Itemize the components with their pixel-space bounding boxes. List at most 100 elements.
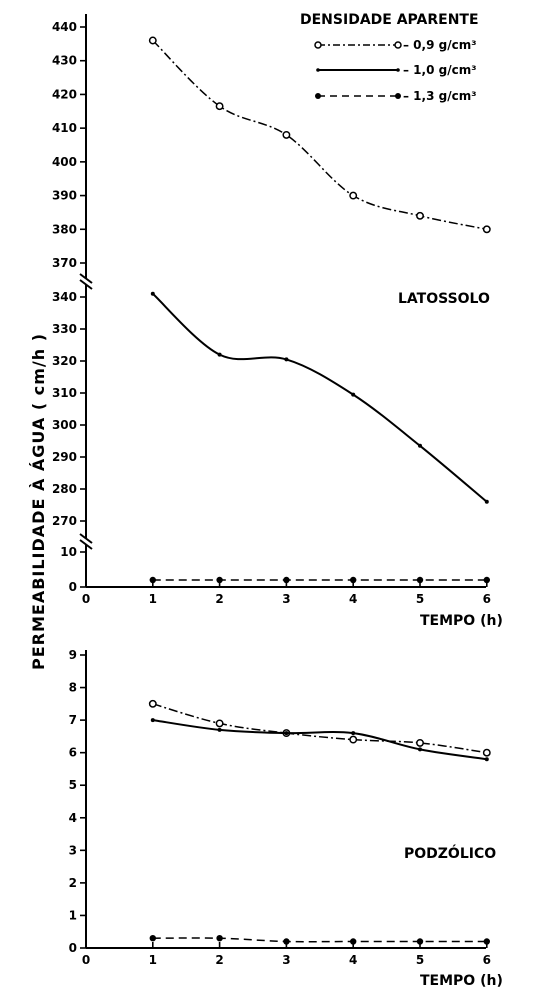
top-point-s0-3 <box>349 191 358 200</box>
top-point-s1-1 <box>217 352 222 357</box>
legend-marker-0-9-end <box>394 41 402 49</box>
y-tick-bottom-4: 4 <box>69 811 77 825</box>
bottom-point-s0-0 <box>148 699 157 708</box>
x-axis-label-top: TEMPO (h) <box>420 613 503 629</box>
top-point-s2-2 <box>283 576 290 584</box>
bottom-point-s0-5 <box>482 748 491 757</box>
y-tick-top-430: 430 <box>52 54 77 68</box>
x-tick-bottom-0: 0 <box>82 953 90 967</box>
legend-title: DENSIDADE APARENTE <box>300 12 479 28</box>
bottom-series-line-0 <box>152 703 487 754</box>
bottom-point-s2-2 <box>283 938 290 945</box>
y-tick-bottom-3: 3 <box>69 843 77 857</box>
y-tick-bottom-5: 5 <box>69 778 77 792</box>
bottom-point-s2-0 <box>149 935 156 942</box>
top-point-s0-5 <box>482 225 491 234</box>
x-tick-top-2: 2 <box>215 592 223 606</box>
bottom-point-s1-0 <box>150 718 155 723</box>
bottom-point-s2-5 <box>483 938 490 945</box>
bottom-point-s2-3 <box>350 938 357 945</box>
legend: DENSIDADE APARENTE – 0,9 g/cm³ – 1,0 g/c… <box>300 12 479 103</box>
bottom-series-line-2 <box>152 937 487 943</box>
legend-marker-1-0-end <box>396 68 400 72</box>
y-tick-top-320: 320 <box>52 354 77 368</box>
x-tick-bottom-2: 2 <box>215 953 223 967</box>
legend-marker-1-0 <box>316 68 320 72</box>
y-tick-bottom-2: 2 <box>69 876 77 890</box>
top-point-s1-2 <box>284 357 289 362</box>
top-point-s2-4 <box>416 576 424 584</box>
bottom-point-s0-3 <box>349 735 358 744</box>
y-tick-top-270: 270 <box>52 514 77 528</box>
bottom-point-s1-3 <box>351 731 356 736</box>
top-point-s2-3 <box>350 576 357 584</box>
top-point-s1-3 <box>351 392 356 397</box>
bottom-point-s2-4 <box>416 938 424 945</box>
legend-marker-1-3 <box>315 93 321 99</box>
y-tick-top-400: 400 <box>52 155 77 169</box>
y-tick-top-0: 0 <box>69 580 77 594</box>
y-tick-top-390: 390 <box>52 189 77 203</box>
top-point-s0-0 <box>148 36 157 45</box>
top-point-s1-5 <box>484 499 489 504</box>
y-tick-top-380: 380 <box>52 222 77 236</box>
x-tick-top-6: 6 <box>483 592 491 606</box>
y-tick-bottom-8: 8 <box>69 681 77 695</box>
y-tick-top-340: 340 <box>52 290 77 304</box>
bottom-point-s1-2 <box>284 731 289 736</box>
y-tick-bottom-6: 6 <box>69 746 77 760</box>
x-tick-top-0: 0 <box>82 592 90 606</box>
x-tick-bottom-1: 1 <box>149 953 157 967</box>
bottom-point-s2-1 <box>216 935 223 942</box>
top-point-s0-4 <box>416 211 424 220</box>
top-series-line-1 <box>152 293 488 503</box>
x-axis-label-bottom: TEMPO (h) <box>420 973 503 989</box>
y-tick-top-330: 330 <box>52 322 77 336</box>
legend-marker-1-3-end <box>395 93 401 99</box>
y-tick-top-310: 310 <box>52 386 77 400</box>
top-point-s1-4 <box>418 443 422 448</box>
x-tick-top-5: 5 <box>416 592 424 606</box>
y-tick-bottom-0: 0 <box>69 941 77 955</box>
y-tick-bottom-9: 9 <box>69 648 77 662</box>
annotation-latossolo: LATOSSOLO <box>398 291 490 307</box>
bottom-point-s1-5 <box>484 757 489 762</box>
top-point-s2-5 <box>483 576 490 584</box>
top-point-s2-0 <box>149 576 156 584</box>
x-tick-bottom-4: 4 <box>349 953 357 967</box>
bottom-point-s1-4 <box>418 747 422 752</box>
y-tick-top-10: 10 <box>60 545 77 559</box>
legend-label-0-9: – 0,9 g/cm³ <box>403 38 476 52</box>
x-tick-top-3: 3 <box>282 592 290 606</box>
legend-marker-0-9 <box>314 41 322 49</box>
top-point-s1-0 <box>150 291 155 296</box>
bottom-point-s0-4 <box>416 738 424 747</box>
annotation-podzolico: PODZÓLICO <box>404 844 496 862</box>
top-point-s0-1 <box>215 102 224 111</box>
x-tick-bottom-5: 5 <box>416 953 424 967</box>
top-point-s2-1 <box>216 576 223 584</box>
top-series-line-0 <box>152 39 487 231</box>
legend-label-1-0: – 1,0 g/cm³ <box>403 63 476 77</box>
bottom-series-line-1 <box>152 719 487 761</box>
x-tick-top-4: 4 <box>349 592 357 606</box>
y-tick-bottom-1: 1 <box>69 908 77 922</box>
x-tick-bottom-3: 3 <box>282 953 290 967</box>
y-tick-top-280: 280 <box>52 482 77 496</box>
bottom-point-s0-1 <box>215 719 224 728</box>
y-tick-bottom-7: 7 <box>69 713 77 727</box>
x-tick-top-1: 1 <box>149 592 157 606</box>
legend-label-1-3: – 1,3 g/cm³ <box>403 89 476 103</box>
top-point-s0-2 <box>282 130 291 139</box>
y-tick-top-420: 420 <box>52 87 77 101</box>
x-tick-bottom-6: 6 <box>483 953 491 967</box>
y-tick-top-290: 290 <box>52 450 77 464</box>
y-tick-top-410: 410 <box>52 121 77 135</box>
y-axis-label: PERMEABILIDADE À ÁGUA ( cm/h ) <box>29 333 48 670</box>
bottom-point-s1-1 <box>217 727 222 732</box>
y-tick-top-300: 300 <box>52 418 77 432</box>
bottom-panel-axes <box>85 650 486 949</box>
y-tick-top-370: 370 <box>52 256 77 270</box>
y-tick-top-440: 440 <box>52 20 77 34</box>
